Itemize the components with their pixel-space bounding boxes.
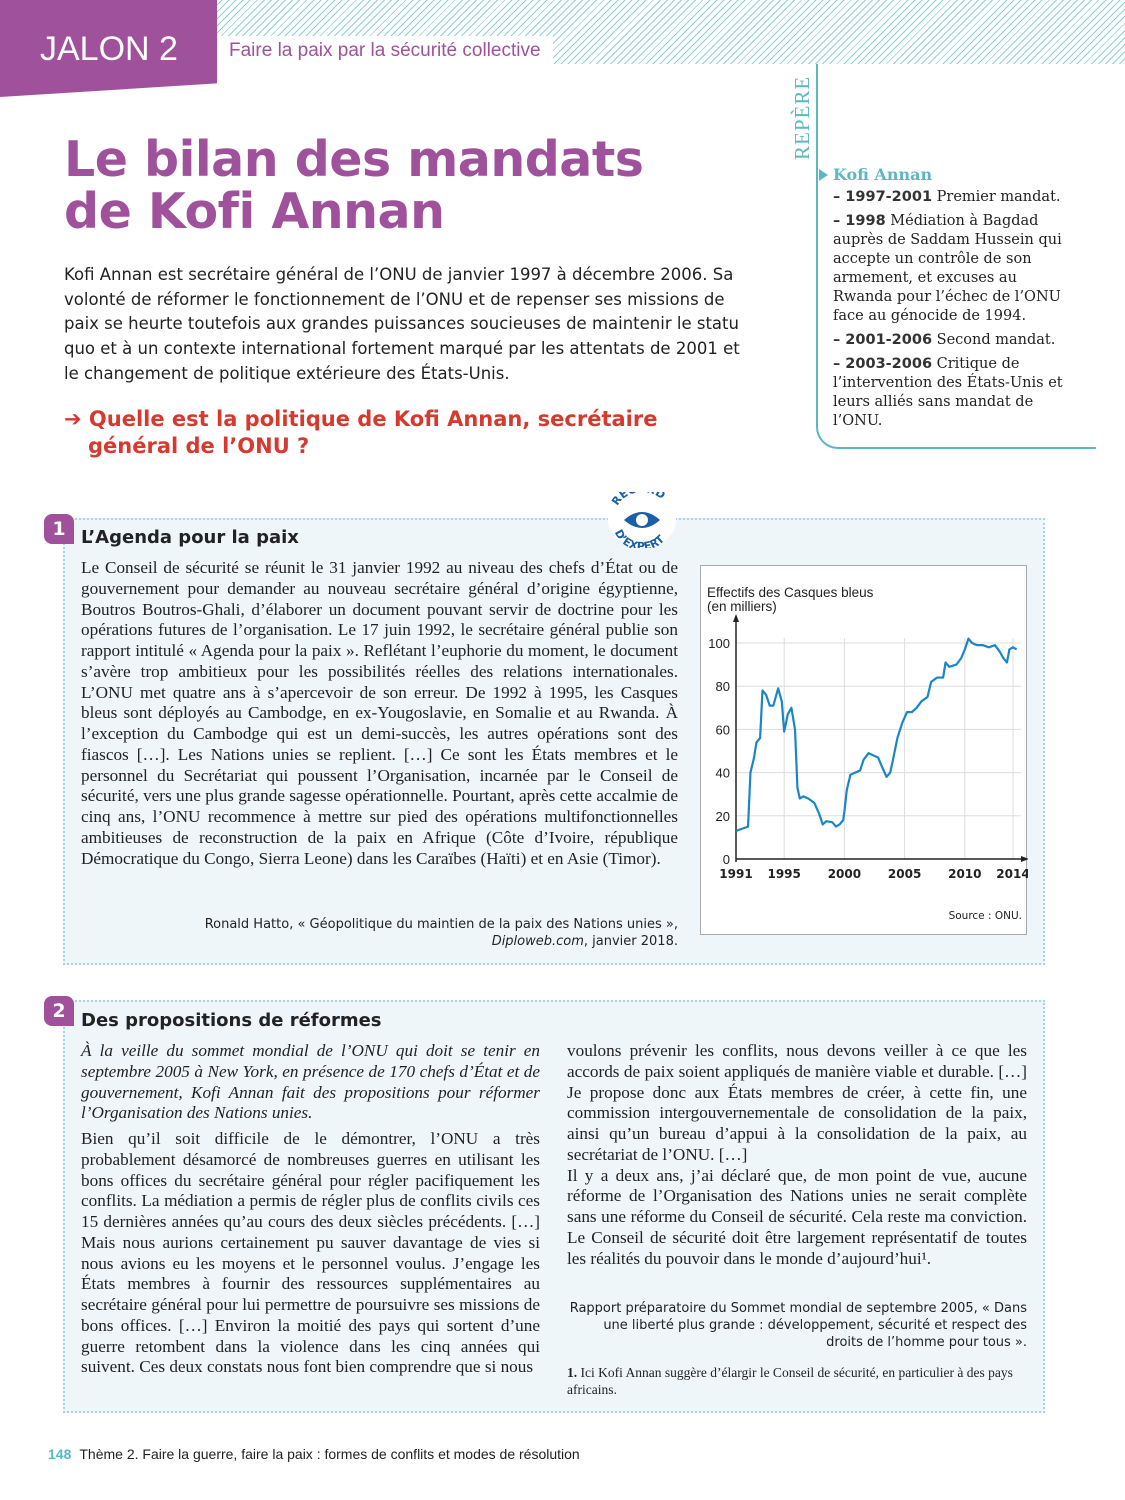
- section-subtitle: Faire la paix par la sécurité collective: [217, 36, 553, 68]
- document-2-left-column: À la veille du sommet mondial de l’ONU q…: [81, 1041, 540, 1378]
- page-footer: 148 Thème 2. Faire la guerre, faire la pa…: [48, 1446, 580, 1462]
- y-tick-label: 100: [708, 636, 730, 651]
- repere-item: – 2001-2006 Second mandat.: [833, 332, 1056, 348]
- series-line: [735, 637, 1018, 832]
- x-tick-label: 2000: [828, 867, 861, 881]
- y-tick-label: 60: [716, 722, 730, 737]
- peacekeepers-line-chart: Effectifs des Casques bleus (en milliers…: [707, 585, 1030, 922]
- document-2-title: Des propositions de réformes: [81, 1010, 382, 1031]
- repere-label: REPÈRE: [790, 75, 814, 160]
- footer-theme: Thème 2. Faire la guerre, faire la paix …: [79, 1446, 580, 1462]
- repere-box: Kofi Annan – 1997-2001 Premier mandat. –…: [819, 165, 1073, 436]
- intro-paragraph: Kofi Annan est secrétaire général de l’O…: [64, 265, 740, 383]
- eye-icon: REGARD D’EXPERT: [609, 482, 668, 553]
- document-2-intro: À la veille du sommet mondial de l’ONU q…: [81, 1041, 540, 1123]
- chart-box: Effectifs des Casques bleus (en milliers…: [700, 565, 1030, 935]
- x-axis-arrow: [1021, 856, 1029, 862]
- title-line-1: Le bilan des mandats: [64, 131, 644, 188]
- repere-item: – 2003-2006 Critique de l’intervention d…: [833, 356, 1063, 429]
- document-2-text-right-1: voulons prévenir les conflits, nous devo…: [567, 1041, 1027, 1164]
- chart-ylabel: (en milliers): [707, 599, 777, 614]
- jalon-label: JALON 2: [40, 30, 178, 68]
- title-line-2: de Kofi Annan: [64, 183, 445, 240]
- document-2-number: 2: [44, 996, 74, 1026]
- regard-expert-badge: REGARD D’EXPERT: [608, 482, 676, 553]
- y-axis-arrow: [733, 614, 739, 622]
- chart-title: Effectifs des Casques bleus: [707, 585, 874, 600]
- repere-heading: Kofi Annan: [819, 165, 1073, 184]
- guiding-question: ➔ Quelle est la politique de Kofi Annan,…: [64, 407, 658, 458]
- document-2-right-column: voulons prévenir les conflits, nous devo…: [567, 1041, 1027, 1269]
- svg-text:D’EXPERT: D’EXPERT: [612, 527, 668, 548]
- x-tick-label: 2010: [948, 867, 981, 881]
- x-tick-label: 2014: [996, 867, 1028, 881]
- chart-source: Source : ONU.: [949, 910, 1022, 922]
- document-2-text-left: Bien qu’il soit difficile de le démontre…: [81, 1129, 540, 1377]
- svg-text:REGARD: REGARD: [609, 492, 667, 508]
- jalon-tab: JALON 2: [0, 0, 217, 97]
- page-number: 148: [48, 1446, 72, 1462]
- repere-frame: [816, 64, 1096, 449]
- document-2-box: [63, 1000, 1045, 1413]
- document-1-text: Le Conseil de sécurité se réunit le 31 j…: [81, 558, 678, 868]
- repere-item: – 1997-2001 Premier mandat.: [833, 189, 1061, 205]
- page-title: Le bilan des mandats de Kofi Annan: [64, 131, 644, 240]
- x-tick-label: 2005: [888, 867, 921, 881]
- y-tick-label: 20: [716, 809, 730, 824]
- document-2-source: Rapport préparatoire du Sommet mondial d…: [569, 1301, 1027, 1350]
- y-tick-label: 40: [716, 766, 730, 781]
- document-1-source: Ronald Hatto, « Géopolitique du maintien…: [204, 917, 678, 949]
- y-tick-label: 0: [723, 852, 730, 867]
- document-1-number: 1: [44, 514, 74, 544]
- y-tick-label: 80: [716, 679, 730, 694]
- document-2-footnote: 1. Ici Kofi Annan suggère d’élargir le C…: [567, 1365, 1013, 1397]
- document-1-title: L’Agenda pour la paix: [81, 527, 299, 548]
- document-2-text-right-2: Il y a deux ans, j’ai déclaré que, de mo…: [567, 1165, 1027, 1268]
- repere-item: – 1998 Médiation à Bagdad auprès de Sadd…: [833, 213, 1062, 324]
- x-tick-label: 1995: [767, 867, 800, 881]
- x-tick-label: 1991: [719, 867, 752, 881]
